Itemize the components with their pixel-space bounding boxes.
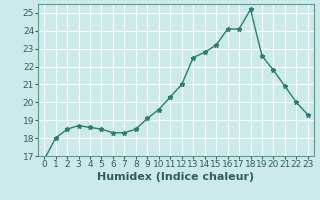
X-axis label: Humidex (Indice chaleur): Humidex (Indice chaleur) xyxy=(97,172,255,182)
